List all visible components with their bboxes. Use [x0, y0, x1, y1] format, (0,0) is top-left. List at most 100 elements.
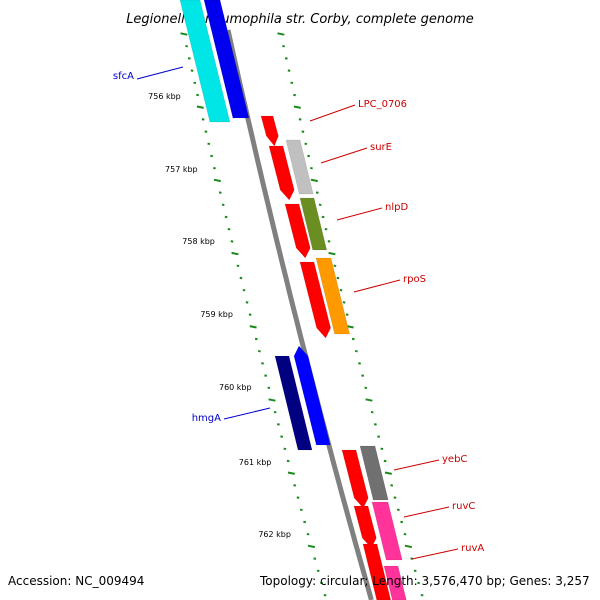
label-leader-hmgA	[223, 407, 271, 420]
tick-mark	[380, 447, 384, 451]
label-leader-surE	[320, 147, 368, 164]
cds-LPC_0706	[260, 115, 279, 147]
gene-label-yebC: yebC	[442, 454, 467, 465]
tick-mark	[384, 471, 392, 475]
tick-mark	[377, 435, 381, 438]
scale-label: 762 kbp	[258, 530, 291, 539]
cds-ruvC	[353, 505, 377, 549]
label-leader-LPC_0706	[309, 104, 356, 122]
tick-mark	[293, 93, 296, 97]
tick-mark	[301, 130, 305, 133]
tick-mark	[333, 264, 337, 268]
tick-mark	[316, 569, 320, 573]
tick-mark	[307, 154, 311, 158]
gene-labels: sfcA LPC_0706 surE nlpD rpoS hmgA yebC ruvC ruvA	[113, 66, 484, 560]
tick-mark	[249, 325, 257, 329]
tick-mark	[187, 57, 191, 60]
accession-text: Accession: NC_009494	[8, 574, 145, 588]
tick-mark	[286, 459, 290, 463]
cds-yebC	[341, 449, 369, 509]
tick-mark	[364, 386, 368, 390]
tick-mark	[267, 386, 271, 390]
tick-mark	[315, 191, 319, 194]
label-leader-nlpD	[336, 207, 383, 221]
tick-mark	[218, 191, 222, 194]
tick-mark	[303, 520, 307, 524]
gene-sfcA-inner	[203, 0, 250, 119]
tick-mark	[213, 178, 221, 183]
tick-mark	[185, 44, 188, 48]
tick-mark	[413, 569, 417, 573]
tick-mark	[345, 313, 349, 316]
backbone-line	[225, 29, 374, 600]
tick-mark	[396, 508, 400, 512]
gene-sfcA	[179, 0, 231, 123]
tick-mark	[404, 544, 412, 549]
tick-mark	[227, 227, 231, 231]
tick-mark	[277, 32, 285, 36]
tick-mark	[296, 496, 300, 499]
cds-nlpD	[284, 203, 311, 259]
tick-mark	[242, 288, 246, 292]
scale-labels: 756 kbp 757 kbp 758 kbp 759 kbp 760 kbp 761 k…	[148, 92, 291, 539]
tick-mark	[230, 240, 234, 243]
label-leader-ruvC	[403, 506, 450, 518]
tick-mark	[390, 484, 394, 487]
gene-ruvA	[383, 565, 407, 600]
gene-label-ruvA: ruvA	[461, 543, 484, 554]
tick-mark	[290, 81, 294, 85]
cds-ruvA	[362, 543, 391, 600]
tick-mark	[180, 32, 188, 36]
tick-mark	[287, 69, 291, 72]
tick-mark	[310, 178, 318, 183]
feature-track	[179, 0, 407, 600]
tick-mark	[339, 288, 343, 292]
cds-rpoS	[299, 261, 331, 339]
scale-label: 757 kbp	[165, 165, 198, 174]
tick-mark	[287, 471, 295, 475]
tick-mark	[365, 398, 373, 402]
tick-mark	[324, 227, 328, 231]
gene-ruvC	[371, 501, 403, 561]
tick-mark	[207, 142, 211, 146]
tick-mark	[328, 251, 336, 256]
tick-mark	[393, 496, 397, 499]
tick-mark	[221, 203, 225, 207]
tick-mark	[306, 532, 310, 536]
map-title: Legionella pneumophila str. Corby, compl…	[126, 12, 474, 27]
tick-mark	[361, 374, 365, 377]
tick-mark	[370, 410, 374, 414]
tick-mark	[193, 81, 197, 85]
label-leader-rpoS	[353, 279, 401, 293]
tick-mark	[299, 508, 303, 512]
tick-mark	[321, 215, 325, 219]
tick-mark	[336, 276, 340, 280]
tick-mark	[373, 423, 377, 426]
tick-mark	[282, 44, 285, 48]
tick-mark	[298, 118, 302, 121]
label-leader-sfcA	[136, 66, 184, 80]
tick-mark	[196, 105, 204, 109]
gene-yebC	[359, 445, 389, 501]
scale-label: 759 kbp	[200, 310, 233, 319]
tick-mark	[346, 325, 354, 329]
tick-mark	[293, 484, 297, 487]
gene-surE	[285, 139, 314, 195]
tick-mark	[248, 313, 252, 316]
tick-mark	[268, 398, 276, 402]
outer-tick-ring	[180, 32, 327, 597]
tick-mark	[284, 57, 288, 60]
tick-mark	[204, 130, 208, 133]
tick-mark	[304, 142, 308, 146]
gene-label-sfcA: sfcA	[113, 71, 134, 82]
tick-mark	[245, 301, 249, 304]
scale-label: 756 kbp	[148, 92, 181, 101]
gene-rpoS	[315, 257, 350, 335]
tick-mark	[307, 544, 315, 549]
tick-mark	[264, 374, 268, 377]
tick-mark	[323, 593, 327, 597]
gene-hmgA	[293, 345, 331, 446]
tick-mark	[201, 118, 205, 121]
gene-label-ruvC: ruvC	[452, 501, 475, 512]
